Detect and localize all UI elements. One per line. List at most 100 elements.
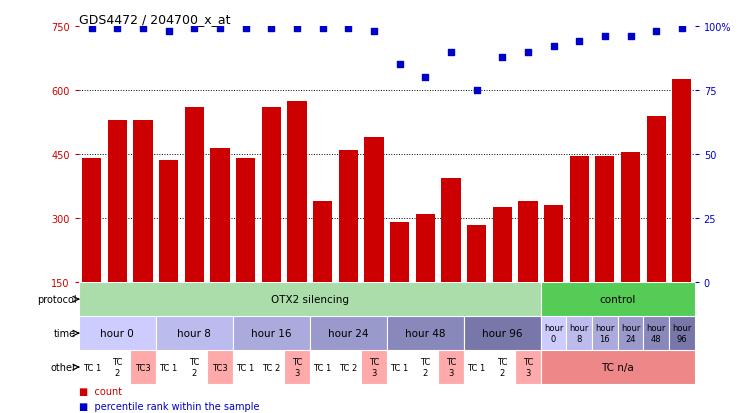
Point xyxy=(676,26,688,33)
Text: control: control xyxy=(599,294,636,304)
Text: ■  count: ■ count xyxy=(79,387,122,396)
Bar xyxy=(518,202,538,347)
Bar xyxy=(134,121,152,347)
Bar xyxy=(644,316,669,350)
Text: TC
3: TC 3 xyxy=(292,358,302,377)
Bar xyxy=(82,159,101,347)
Text: TC 2: TC 2 xyxy=(262,363,280,372)
Point xyxy=(522,49,534,56)
Point xyxy=(163,28,175,35)
Bar xyxy=(361,350,387,384)
Bar xyxy=(541,316,566,350)
Text: time: time xyxy=(54,328,77,338)
Bar xyxy=(592,316,617,350)
Text: hour 0: hour 0 xyxy=(101,328,134,338)
Point xyxy=(650,28,662,35)
Bar xyxy=(442,178,460,347)
Bar xyxy=(182,350,207,384)
Bar xyxy=(313,202,332,347)
Bar xyxy=(464,350,490,384)
Point xyxy=(599,34,611,40)
Bar xyxy=(258,350,284,384)
Text: TC3: TC3 xyxy=(212,363,228,372)
Text: ■  percentile rank within the sample: ■ percentile rank within the sample xyxy=(79,401,259,411)
Bar xyxy=(156,350,182,384)
Bar xyxy=(336,350,361,384)
Bar xyxy=(233,350,258,384)
Bar xyxy=(159,161,178,347)
Bar xyxy=(339,150,358,347)
Text: other: other xyxy=(50,362,77,372)
Bar xyxy=(569,157,589,347)
Bar xyxy=(79,350,104,384)
Bar xyxy=(107,121,127,347)
Bar xyxy=(288,102,306,347)
Text: TC
2: TC 2 xyxy=(497,358,508,377)
Text: TC
3: TC 3 xyxy=(446,358,456,377)
Point xyxy=(394,62,406,69)
Point xyxy=(496,54,508,61)
Point xyxy=(317,26,329,33)
Point xyxy=(547,44,559,51)
Bar xyxy=(387,350,412,384)
Text: hour
8: hour 8 xyxy=(569,324,589,343)
Bar xyxy=(493,208,512,347)
Text: TC
2: TC 2 xyxy=(112,358,122,377)
Text: hour
0: hour 0 xyxy=(544,324,563,343)
Bar xyxy=(566,316,592,350)
Point xyxy=(189,26,201,33)
Point xyxy=(342,26,354,33)
Text: hour
24: hour 24 xyxy=(621,324,640,343)
Bar xyxy=(104,350,130,384)
Point xyxy=(445,49,457,56)
Bar xyxy=(464,316,541,350)
Bar xyxy=(390,223,409,347)
Text: TC
3: TC 3 xyxy=(523,358,533,377)
Bar xyxy=(672,80,692,347)
Text: hour
16: hour 16 xyxy=(596,324,614,343)
Bar xyxy=(310,316,387,350)
Bar xyxy=(621,152,640,347)
Bar xyxy=(210,148,230,347)
Bar xyxy=(236,159,255,347)
Text: TC3: TC3 xyxy=(135,363,151,372)
Text: hour 16: hour 16 xyxy=(251,328,291,338)
Bar xyxy=(233,316,310,350)
Bar xyxy=(415,214,435,347)
Bar xyxy=(541,282,695,316)
Text: TC 1: TC 1 xyxy=(83,363,101,372)
Point xyxy=(471,88,483,94)
Point xyxy=(625,34,637,40)
Text: TC 1: TC 1 xyxy=(159,363,178,372)
Text: hour
96: hour 96 xyxy=(672,324,692,343)
Text: hour 48: hour 48 xyxy=(405,328,445,338)
Bar xyxy=(79,282,541,316)
Bar xyxy=(207,350,233,384)
Text: hour 96: hour 96 xyxy=(482,328,523,338)
Bar xyxy=(412,350,438,384)
Bar xyxy=(438,350,464,384)
Bar xyxy=(647,116,666,347)
Bar xyxy=(617,316,644,350)
Text: TC 2: TC 2 xyxy=(339,363,357,372)
Text: TC 1: TC 1 xyxy=(237,363,255,372)
Point xyxy=(368,28,380,35)
Bar xyxy=(156,316,233,350)
Text: hour 24: hour 24 xyxy=(328,328,369,338)
Bar xyxy=(596,157,614,347)
Text: TC 1: TC 1 xyxy=(467,363,486,372)
Text: protocol: protocol xyxy=(37,294,77,304)
Text: GDS4472 / 204700_x_at: GDS4472 / 204700_x_at xyxy=(79,13,231,26)
Text: OTX2 silencing: OTX2 silencing xyxy=(271,294,348,304)
Bar xyxy=(541,350,695,384)
Bar xyxy=(515,350,541,384)
Bar xyxy=(544,206,563,347)
Point xyxy=(573,39,585,45)
Bar xyxy=(490,350,515,384)
Text: hour 8: hour 8 xyxy=(177,328,211,338)
Point xyxy=(111,26,123,33)
Bar xyxy=(467,225,486,347)
Bar xyxy=(387,316,464,350)
Bar xyxy=(79,316,156,350)
Point xyxy=(214,26,226,33)
